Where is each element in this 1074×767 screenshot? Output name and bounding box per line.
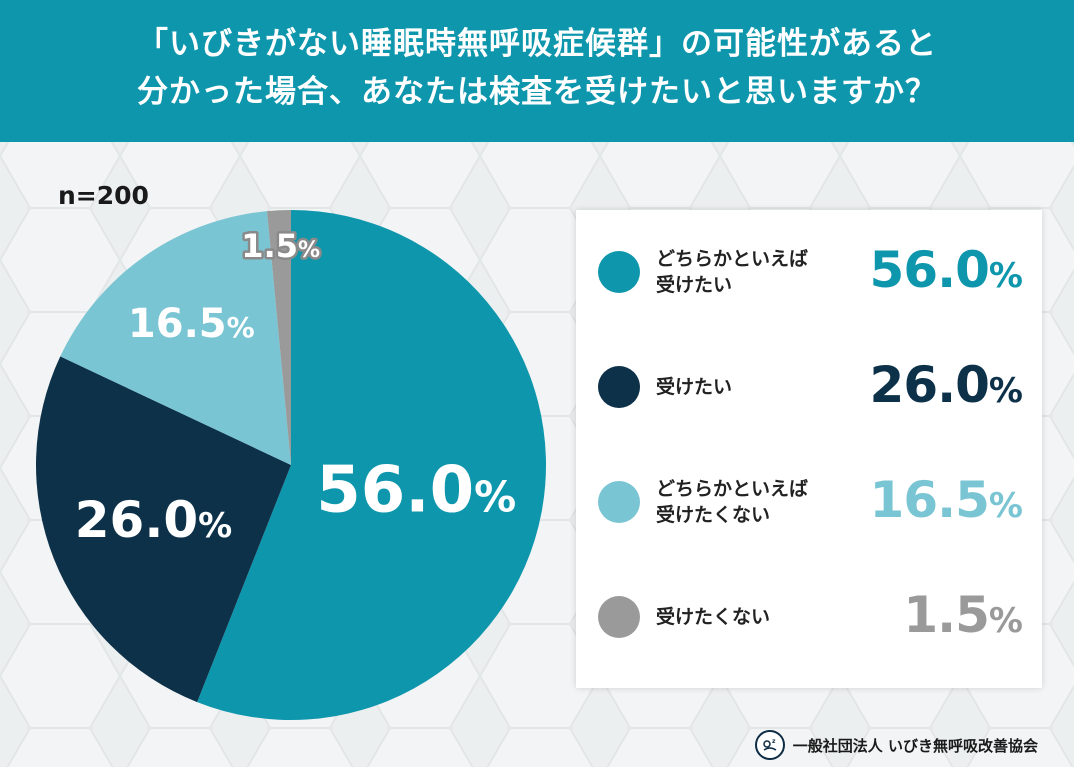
sleeping-person-icon: z — [754, 730, 785, 760]
legend-item-not-want: 受けたくない 1.5% — [576, 572, 1042, 662]
pie-label-want: 26.0% — [75, 491, 232, 549]
title-line-1: 「いびきがない睡眠時無呼吸症候群」の可能性があると — [137, 26, 937, 62]
pie-label-somewhat-not-want: 16.5% — [128, 301, 255, 347]
legend-dot-somewhat-want — [598, 251, 640, 293]
legend-dot-want — [598, 366, 640, 408]
legend-value-somewhat-want: 56.0% — [869, 241, 1023, 299]
legend-value-want: 26.0% — [869, 356, 1023, 414]
legend-dot-not-want — [598, 596, 640, 638]
svg-text:z: z — [772, 738, 776, 745]
pie-label-not-want: 1.5% — [241, 227, 320, 265]
legend-panel: どちらかといえば 受けたい 56.0% 受けたい 26.0% どちらかといえば 受けたくない… — [576, 210, 1042, 688]
title-banner: 「いびきがない睡眠時無呼吸症候群」の可能性があると 分かった場合、あなたは検査を… — [0, 0, 1074, 142]
legend-label-want: 受けたい — [656, 376, 733, 398]
legend-value-somewhat-not-want: 16.5% — [869, 471, 1023, 529]
organization-name: 一般社団法人 いびき無呼吸改善協会 — [792, 736, 1038, 755]
footer-organization: z 一般社団法人 いびき無呼吸改善協会 — [754, 728, 1038, 762]
pie-slice-somewhat-want — [197, 210, 546, 720]
legend-label-somewhat-want: どちらかといえば 受けたい — [656, 248, 809, 296]
pie-slice-want — [35, 356, 292, 703]
pie-slice-somewhat-not-want — [60, 211, 291, 465]
legend-item-want: 受けたい 26.0% — [576, 342, 1042, 432]
pie-chart: 56.0% 26.0% 16.5% 1.5% — [35, 210, 546, 720]
sample-size: n=200 — [58, 181, 149, 210]
legend-value-not-want: 1.5% — [903, 586, 1023, 644]
legend-label-not-want: 受けたくない — [656, 606, 771, 628]
legend-item-somewhat-not-want: どちらかといえば 受けたくない 16.5% — [576, 457, 1042, 547]
legend-label-somewhat-not-want: どちらかといえば 受けたくない — [656, 478, 809, 526]
title-line-2: 分かった場合、あなたは検査を受けたいと思いますか？ — [137, 74, 937, 110]
pie-label-somewhat-want: 56.0% — [316, 453, 516, 527]
pie-slice-not-want — [267, 210, 291, 465]
legend-dot-somewhat-not-want — [598, 481, 640, 523]
legend-item-somewhat-want: どちらかといえば 受けたい 56.0% — [576, 227, 1042, 317]
